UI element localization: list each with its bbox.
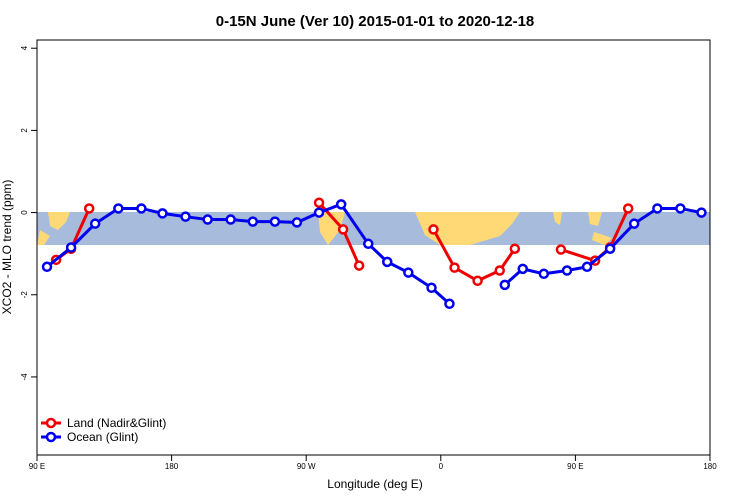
point [561, 265, 573, 276]
point [652, 203, 663, 214]
plot-frame [36, 39, 711, 456]
x-tick-label: 180 [165, 462, 179, 471]
x-tick-label: 90 W [297, 462, 316, 471]
point [113, 203, 124, 214]
y-axis-label: XCO2 - MLO trend (ppm) [0, 180, 14, 315]
point [202, 214, 213, 225]
point [313, 207, 325, 218]
x-axis-label: Longitude (deg E) [327, 477, 422, 491]
legend-label: Land (Nadir&Glint) [67, 416, 166, 430]
point [136, 203, 147, 214]
point [696, 207, 707, 218]
point [313, 197, 325, 208]
point [444, 298, 455, 310]
point [180, 211, 191, 222]
point [83, 203, 95, 214]
point [269, 216, 281, 227]
point [225, 214, 236, 225]
point [337, 224, 349, 235]
point [65, 242, 77, 253]
point [494, 265, 505, 276]
point [426, 282, 437, 294]
y-tick-label: 0 [20, 210, 29, 215]
point [555, 244, 567, 255]
point [499, 279, 511, 291]
map-band [37, 212, 710, 245]
chart-title: 0-15N June (Ver 10) 2015-01-01 to 2020-1… [216, 13, 535, 30]
x-tick-label: 90 E [567, 462, 583, 471]
point [335, 199, 347, 210]
point [428, 224, 439, 235]
point [247, 216, 259, 227]
point [403, 267, 414, 278]
point [353, 260, 365, 271]
point [581, 261, 593, 273]
legend: Land (Nadir&Glint)Ocean (Glint) [41, 416, 166, 444]
point [363, 238, 374, 250]
point [538, 268, 550, 280]
point [675, 203, 686, 214]
x-tick-label: 180 [703, 462, 717, 471]
legend-marker [45, 417, 57, 429]
legend-marker [45, 431, 57, 443]
point [89, 218, 101, 229]
point [604, 243, 616, 254]
point [157, 208, 168, 219]
point [622, 203, 634, 214]
x-tick-label: 0 [439, 462, 444, 471]
point [509, 243, 521, 254]
point [628, 218, 640, 229]
y-tick-label: 4 [20, 45, 29, 50]
point [41, 261, 53, 273]
point [517, 263, 529, 275]
x-tick-label: 90 E [29, 462, 45, 471]
y-tick-label: -4 [20, 373, 29, 381]
legend-label: Ocean (Glint) [67, 430, 138, 444]
y-tick-label: -2 [20, 291, 29, 299]
y-tick-label: 2 [20, 128, 29, 133]
point [449, 262, 460, 273]
point [382, 256, 393, 268]
point [472, 275, 483, 287]
point [291, 217, 303, 228]
